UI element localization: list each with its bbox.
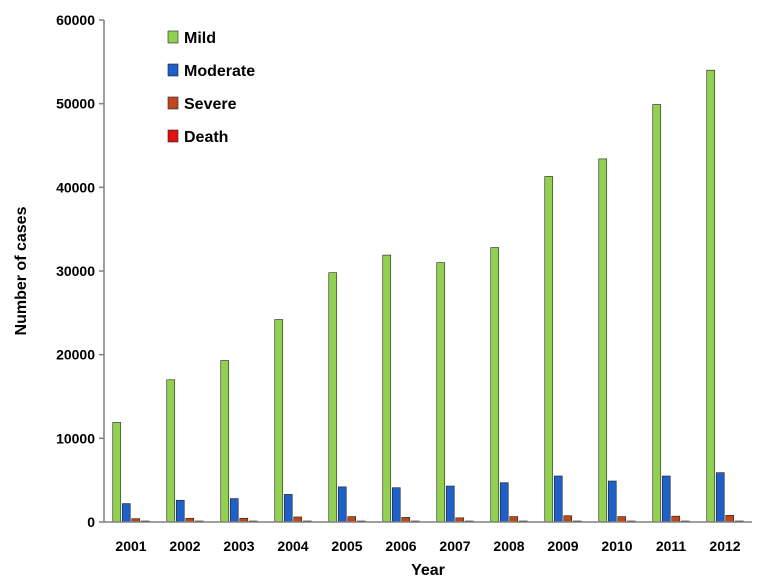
y-tick-label: 30000 xyxy=(56,263,95,279)
y-axis-ticks: 0 10000 20000 30000 40000 50000 60000 xyxy=(56,12,104,530)
y-tick-label: 20000 xyxy=(56,347,95,363)
bar-severe-2009 xyxy=(563,515,573,523)
legend-swatch-death xyxy=(167,129,179,143)
bar-severe-2010 xyxy=(617,516,627,523)
bar-mild-2004 xyxy=(274,319,284,523)
bar-mild-2012 xyxy=(706,69,716,523)
bar-mild-2009 xyxy=(544,176,554,523)
x-tick-label: 2010 xyxy=(601,538,632,554)
x-tick-label: 2012 xyxy=(709,538,740,554)
bar-moderate-2010 xyxy=(607,480,617,523)
x-tick-label: 2001 xyxy=(115,538,146,554)
legend: Mild Moderate Severe Death xyxy=(167,30,255,146)
x-tick-label: 2007 xyxy=(439,538,470,554)
bar-severe-2012 xyxy=(725,515,735,523)
bars-layer xyxy=(112,69,744,523)
legend-label-severe: Severe xyxy=(184,96,237,113)
bar-severe-2004 xyxy=(293,516,303,523)
bar-mild-2007 xyxy=(436,262,446,523)
legend-swatch-severe xyxy=(167,96,179,110)
x-tick-label: 2003 xyxy=(223,538,254,554)
x-tick-label: 2008 xyxy=(493,538,524,554)
legend-label-moderate: Moderate xyxy=(184,63,255,80)
bar-mild-2002 xyxy=(166,379,176,523)
legend-swatch-mild xyxy=(167,30,179,44)
bar-moderate-2012 xyxy=(715,472,725,523)
y-axis-title: Number of cases xyxy=(13,206,30,335)
x-tick-label: 2011 xyxy=(656,538,687,554)
bar-mild-2003 xyxy=(220,360,230,523)
x-tick-label: 2005 xyxy=(331,538,362,554)
y-tick-label: 0 xyxy=(87,514,95,530)
y-tick-label: 10000 xyxy=(56,430,95,446)
bar-mild-2011 xyxy=(652,104,662,523)
bar-moderate-2003 xyxy=(229,498,239,523)
y-tick-label: 60000 xyxy=(56,12,95,28)
bar-moderate-2009 xyxy=(553,475,563,523)
bar-moderate-2006 xyxy=(391,487,401,523)
legend-label-mild: Mild xyxy=(184,30,216,47)
bar-mild-2010 xyxy=(598,158,608,523)
bar-moderate-2007 xyxy=(445,485,455,523)
x-tick-label: 2006 xyxy=(385,538,416,554)
bar-moderate-2005 xyxy=(337,486,347,523)
x-axis-title: Year xyxy=(411,562,445,579)
bar-moderate-2011 xyxy=(661,475,671,523)
bar-mild-2005 xyxy=(328,272,338,523)
bar-moderate-2008 xyxy=(499,482,509,523)
bar-mild-2006 xyxy=(382,254,392,523)
bar-severe-2011 xyxy=(671,515,681,523)
bar-moderate-2001 xyxy=(121,503,131,523)
bar-mild-2001 xyxy=(112,422,122,523)
y-tick-label: 40000 xyxy=(56,179,95,195)
bar-severe-2008 xyxy=(509,516,519,523)
bar-moderate-2004 xyxy=(283,494,293,523)
x-tick-label: 2009 xyxy=(547,538,578,554)
x-axis-ticks: 2001 2002 2003 2004 2005 2006 2007 2008 2009 2010… xyxy=(115,538,740,554)
bar-moderate-2002 xyxy=(175,499,185,523)
bar-severe-2005 xyxy=(347,516,357,523)
x-tick-label: 2004 xyxy=(277,538,308,554)
y-tick-label: 50000 xyxy=(56,96,95,112)
legend-swatch-moderate xyxy=(167,63,179,77)
x-tick-label: 2002 xyxy=(169,538,200,554)
legend-label-death: Death xyxy=(184,129,228,146)
bar-mild-2008 xyxy=(490,247,500,523)
